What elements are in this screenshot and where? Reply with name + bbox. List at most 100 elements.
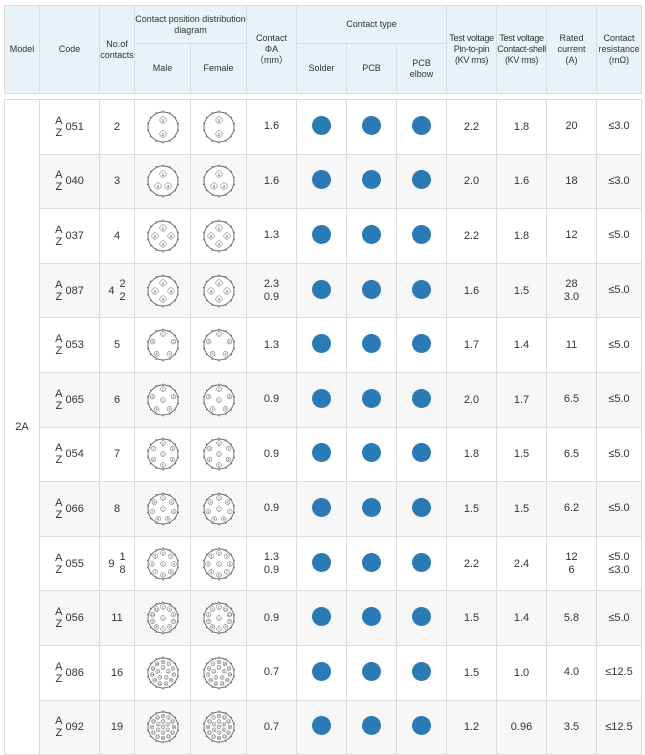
contact-pin xyxy=(209,624,215,630)
svg-text:15: 15 xyxy=(227,666,231,670)
contact-pin xyxy=(154,715,160,720)
svg-text:7: 7 xyxy=(227,447,229,451)
solder-cell xyxy=(296,481,347,537)
contact-resistance-line: ≤5.0 xyxy=(608,611,630,624)
contacts-count: 9 xyxy=(108,557,115,570)
svg-text:18: 18 xyxy=(151,720,155,724)
male-diagram-cell: 1 2 3 4 5 6 7 xyxy=(134,426,191,483)
rated-current-line: 6.5 xyxy=(563,393,580,406)
contact-pin xyxy=(215,116,222,124)
svg-text:10: 10 xyxy=(169,678,173,682)
contact-pin xyxy=(165,715,171,720)
contacts-cell: 5 xyxy=(99,317,135,373)
rated-current-cell: 5.8 xyxy=(546,590,597,646)
contact-pin xyxy=(160,719,165,724)
contact-pin xyxy=(216,736,221,741)
contact-pin xyxy=(215,451,222,458)
female-diagram-cell: 1 2 3 4 5 6 7 8 9 10 11 xyxy=(190,590,247,646)
contact-pin xyxy=(155,727,160,733)
female-diagram-cell: 1 2 3 4 5 6 7 8 9 10 11 12 13 14 15 16 17 18 19 xyxy=(190,699,247,755)
svg-text:8: 8 xyxy=(155,625,157,629)
pcb-elbow-cell xyxy=(396,262,447,319)
svg-text:4: 4 xyxy=(171,458,173,462)
code-number: 065 xyxy=(65,393,84,406)
contact-pin xyxy=(211,668,216,674)
rated-current: 28 3.0 xyxy=(564,278,579,304)
test-voltage-shell-cell: 1.0 xyxy=(496,644,547,701)
rated-current-line: 4.0 xyxy=(563,666,580,679)
svg-text:5: 5 xyxy=(162,464,164,468)
contact-resistance-cell: ≤5.0 ≤3.0 xyxy=(596,535,642,592)
contact-resistance-line: ≤5.0 xyxy=(608,502,630,515)
svg-text:3: 3 xyxy=(165,675,167,679)
contact-resistance-cell: ≤5.0 xyxy=(596,262,642,319)
rated-current-line: 3.0 xyxy=(563,290,580,303)
test-voltage-shell-cell: 1.5 xyxy=(496,262,547,319)
pcb-elbow-available-dot xyxy=(412,443,431,463)
test-voltage-shell-cell: 1.4 xyxy=(496,590,547,646)
contact-resistance-line: ≤5.0 xyxy=(608,447,630,460)
contact-pin xyxy=(210,715,216,720)
contact-pin xyxy=(216,714,221,719)
contact-pin xyxy=(152,677,157,683)
contact-resistance-cell: ≤5.0 xyxy=(596,208,642,264)
contact-pin xyxy=(221,734,227,740)
solder-cell xyxy=(296,208,347,264)
svg-text:2: 2 xyxy=(161,132,164,138)
contacts-cell: 11 xyxy=(99,590,135,646)
contact-pin xyxy=(155,722,160,727)
pcb-elbow-available-dot xyxy=(412,716,431,736)
contact-pin xyxy=(160,736,165,741)
contact-pin xyxy=(215,224,222,232)
contact-pin xyxy=(226,618,232,625)
female-contact-diagram: 1 2 3 4 5 6 xyxy=(202,383,235,417)
rated-current-line: 18 xyxy=(565,174,578,187)
diameter-cell: 1.6 xyxy=(246,99,297,155)
contact-pin xyxy=(159,549,166,556)
contact-pin xyxy=(165,722,170,727)
contact-pin xyxy=(169,457,175,463)
male-diagram-cell: 1 2 3 4 5 6 7 8 9 10 11 12 13 14 15 16 xyxy=(134,644,191,701)
contact-pin xyxy=(167,553,173,559)
contact-pin xyxy=(215,170,222,178)
contact-pin xyxy=(150,719,156,724)
rated-current: 6.5 xyxy=(564,393,579,406)
contact-pin xyxy=(216,730,221,735)
code-prefix-z: Z xyxy=(55,454,63,467)
svg-text:1: 1 xyxy=(217,172,220,178)
contact-diameter: 1.3 xyxy=(264,229,279,242)
svg-text:3: 3 xyxy=(210,554,212,558)
pcb-elbow-cell xyxy=(396,481,447,537)
code-cell: A Z 066 xyxy=(39,481,100,537)
svg-text:2: 2 xyxy=(156,184,159,190)
svg-text:7: 7 xyxy=(154,570,156,574)
contact-pin xyxy=(220,182,227,190)
contact-pin xyxy=(213,681,218,686)
contact-pin xyxy=(151,499,157,505)
contact-resistance-cell: ≤5.0 xyxy=(596,426,642,483)
contact-pin xyxy=(205,612,211,618)
contact-pin xyxy=(166,624,172,630)
pcb-available-dot xyxy=(362,716,381,736)
svg-text:2: 2 xyxy=(162,605,164,609)
male-contact-diagram: 12 3 xyxy=(146,165,179,198)
header-test-voltage-shell: Test voltage Contact-shell (KV rms) xyxy=(496,5,548,94)
contact-pin xyxy=(222,351,228,357)
pcb-cell xyxy=(346,317,397,373)
contact-pin xyxy=(165,668,170,674)
svg-text:13: 13 xyxy=(153,678,157,682)
test-voltage-shell: 1.5 xyxy=(513,448,530,461)
contact-pin xyxy=(163,675,168,680)
header-test-voltage-pin: Test voltage Pin-to-pin (KV rms) xyxy=(446,5,498,94)
code-prefix-a: A xyxy=(55,660,63,673)
svg-text:1: 1 xyxy=(162,720,164,724)
pcb-available-dot xyxy=(362,170,381,190)
header-rated-current: Rated current (A) xyxy=(546,5,598,94)
diameter-cell: 0.9 xyxy=(246,590,297,646)
male-diagram-cell: 1 2 3 4 5 6 xyxy=(134,371,191,428)
contact-diameter: 1.3 xyxy=(264,339,279,352)
